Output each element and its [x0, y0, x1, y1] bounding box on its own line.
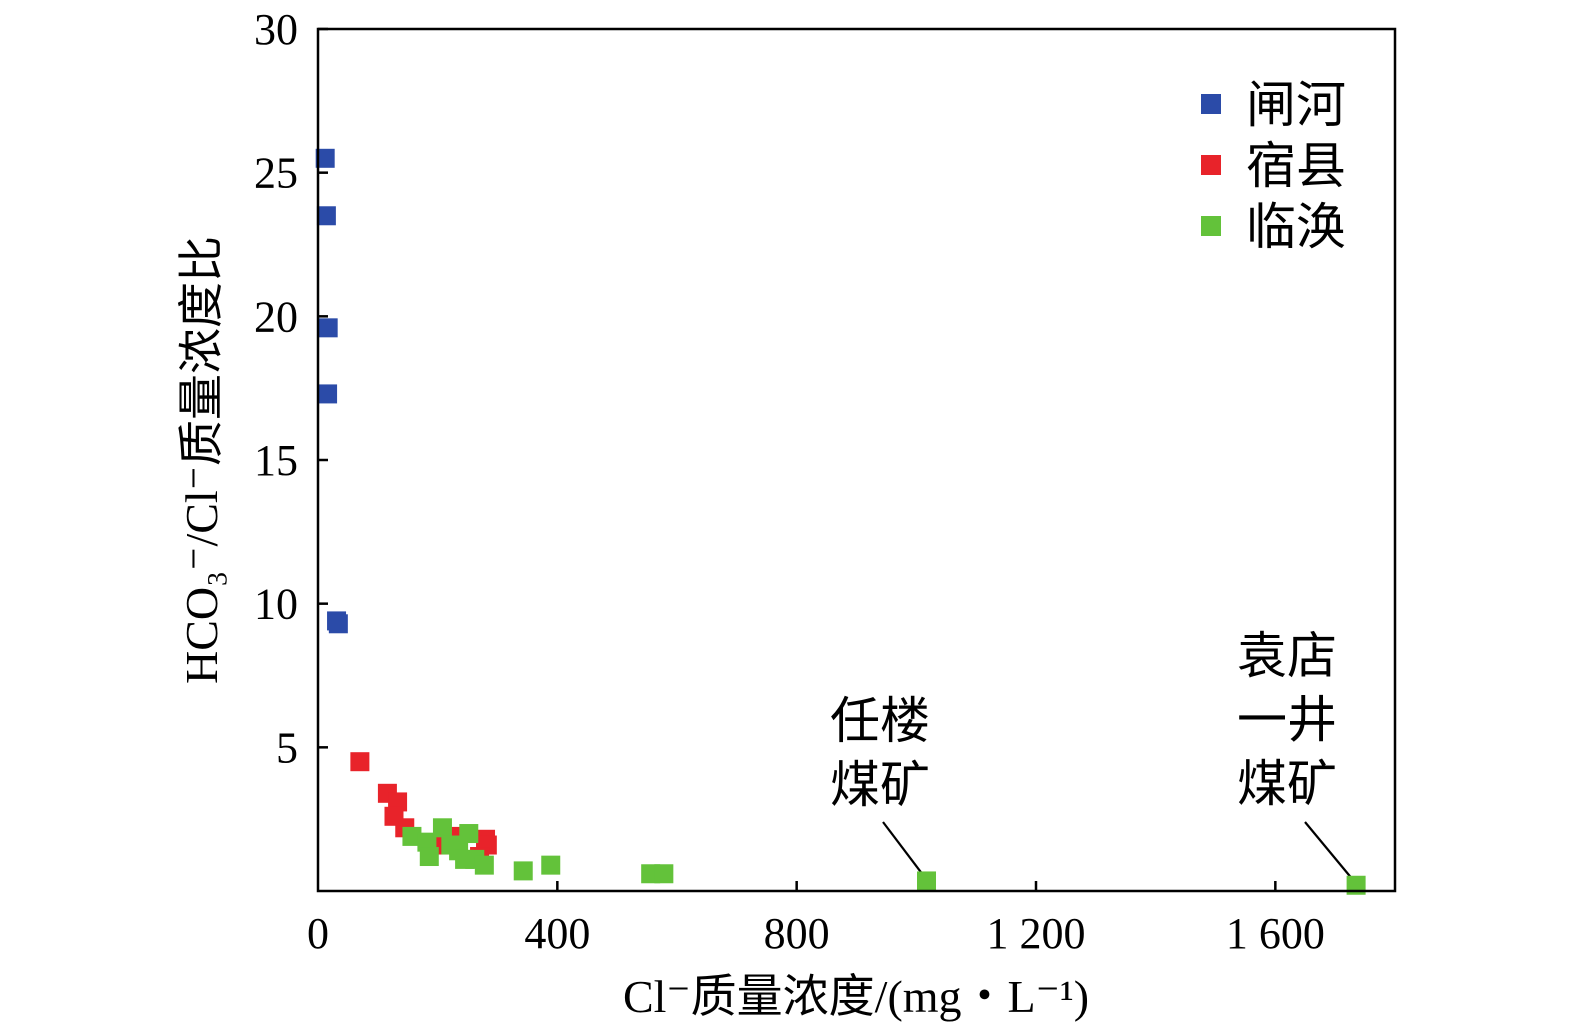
axis-ticks: 0 400 800 1 200 1 600 5 10 15 20 25 30 — [254, 5, 1325, 958]
y-tick-label: 15 — [254, 436, 298, 485]
x-axis-title: Cl⁻质量浓度/(mg・L⁻¹) — [623, 971, 1089, 1022]
data-point — [402, 826, 422, 846]
y-tick-label: 30 — [254, 5, 298, 54]
data-point — [513, 861, 533, 881]
data-point — [388, 792, 408, 812]
annotation-label: 煤矿 — [830, 757, 930, 813]
y-tick-label: 20 — [254, 292, 298, 341]
legend-swatch — [1201, 216, 1221, 236]
annotation-label: 任楼 — [830, 693, 930, 749]
x-tick-label: 400 — [524, 909, 590, 958]
data-point — [315, 148, 335, 168]
x-tick-label: 800 — [764, 909, 830, 958]
y-tick-label: 10 — [254, 580, 298, 629]
data-point — [917, 871, 937, 891]
annotation-leader-line — [882, 821, 926, 878]
legend-label: 临涣 — [1246, 199, 1346, 255]
data-point — [474, 855, 494, 875]
data-point — [432, 818, 452, 838]
marker-layer — [315, 148, 1366, 895]
legend-label: 闸河 — [1246, 77, 1346, 133]
data-point — [417, 832, 437, 852]
y-axis-title: HCO₃⁻/Cl⁻质量浓度比 — [176, 236, 227, 684]
legend-swatch — [1201, 94, 1221, 114]
annotation-label: 袁店 — [1237, 628, 1337, 684]
x-tick-label: 0 — [307, 909, 329, 958]
data-point — [318, 384, 338, 404]
data-point — [318, 318, 338, 338]
data-point — [350, 752, 370, 772]
y-tick-label: 25 — [254, 149, 298, 198]
data-point — [328, 614, 348, 634]
annotation-label: 一井 — [1237, 692, 1337, 748]
data-point — [654, 864, 674, 884]
annotation-label: 煤矿 — [1237, 756, 1337, 812]
data-point — [459, 824, 479, 844]
data-point — [419, 847, 439, 867]
annotation-leader-line — [1304, 821, 1355, 882]
y-tick-label: 5 — [276, 723, 298, 772]
x-tick-label: 1 600 — [1226, 909, 1325, 958]
x-tick-label: 1 200 — [987, 909, 1086, 958]
legend-swatch — [1201, 155, 1221, 175]
data-point — [541, 855, 561, 875]
legend-label: 宿县 — [1246, 138, 1346, 194]
data-point — [316, 206, 336, 226]
